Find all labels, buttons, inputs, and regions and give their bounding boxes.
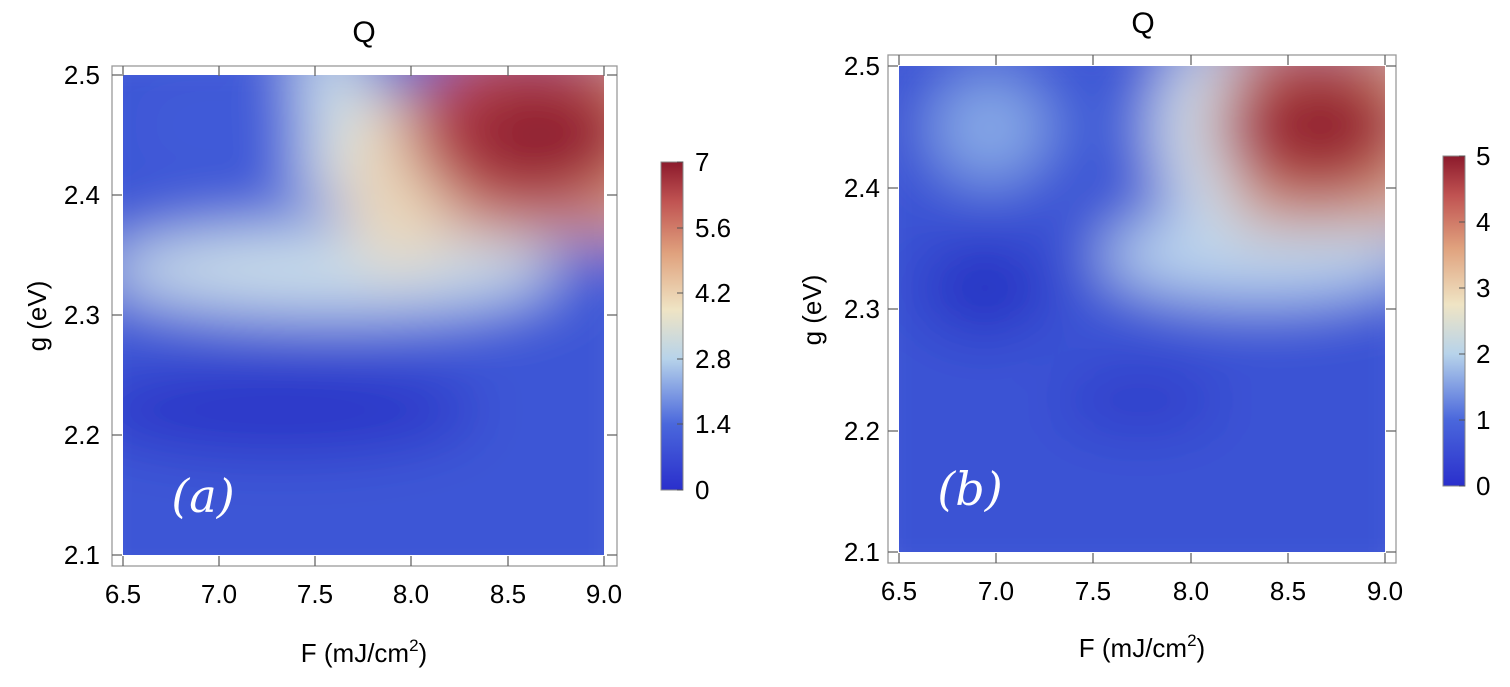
colorbar-a-tick-5: 7 (695, 147, 709, 177)
colorbar-b-tick-0: 0 (1476, 471, 1490, 501)
heatmap-b (899, 66, 1385, 552)
x-tick-a-2: 7.5 (297, 579, 333, 609)
colorbar-b-tick-5: 5 (1476, 141, 1490, 171)
colorbar-b-tick-2: 2 (1476, 339, 1490, 369)
x-axis-b: 6.5 7.0 7.5 8.0 8.5 9.0 (881, 55, 1403, 606)
heatmap-b-low-region (920, 243, 1050, 333)
y-tick-a-1: 2.2 (64, 420, 100, 450)
y-tick-a-4: 2.5 (64, 60, 100, 90)
colorbar-b-tick-4: 4 (1476, 207, 1490, 237)
colorbar-a-tick-4: 5.6 (695, 213, 731, 243)
y-tick-b-4: 2.5 (844, 51, 880, 81)
y-axis-a: 2.1 2.2 2.3 2.4 2.5 (64, 60, 617, 570)
colorbar-a-gradient (661, 162, 683, 490)
x-tick-b-0: 6.5 (881, 576, 917, 606)
y-tick-a-2: 2.3 (64, 300, 100, 330)
panel-label-b: (b) (937, 462, 1002, 516)
x-tick-b-1: 7.0 (978, 576, 1014, 606)
y-tick-a-0: 2.1 (64, 540, 100, 570)
heatmap-a-low-region (123, 365, 480, 455)
y-tick-a-3: 2.4 (64, 180, 100, 210)
x-tick-a-3: 8.0 (393, 579, 429, 609)
colorbar-a-tick-2: 2.8 (695, 344, 731, 374)
x-tick-b-4: 8.5 (1270, 576, 1306, 606)
y-tick-b-3: 2.4 (844, 173, 880, 203)
colorbar-a-tick-3: 4.2 (695, 278, 731, 308)
x-tick-b-2: 7.5 (1075, 576, 1111, 606)
heatmap-a-peak (465, 90, 604, 180)
colorbar-b-gradient (1443, 156, 1465, 486)
colorbar-b-tick-3: 3 (1476, 273, 1490, 303)
y-axis-b: 2.1 2.2 2.3 2.4 2.5 (844, 51, 1396, 567)
colorbar-b: 0 1 2 3 4 5 (1442, 141, 1490, 501)
colorbar-a-tick-1: 1.4 (695, 409, 731, 439)
heatmap-b-peak (1262, 85, 1382, 165)
x-axis-label-a: F (mJ/cm2) (301, 636, 427, 668)
x-tick-b-3: 8.0 (1173, 576, 1209, 606)
y-axis-label-b: g (eV) (797, 275, 827, 346)
colorbar-a: 0 1.4 2.8 4.2 5.6 7 (660, 147, 731, 505)
y-tick-b-2: 2.3 (844, 294, 880, 324)
heatmap-a (123, 75, 604, 555)
x-tick-a-4: 8.5 (490, 579, 526, 609)
y-axis-label-a: g (eV) (22, 281, 52, 352)
panel-label-a: (a) (171, 469, 234, 523)
title-b: Q (1131, 7, 1154, 40)
x-axis-a: 6.5 7.0 7.5 8.0 8.5 9.0 (105, 66, 622, 609)
panel-a: Q (22, 16, 731, 668)
colorbar-b-tick-1: 1 (1476, 405, 1490, 435)
title-a: Q (352, 16, 375, 49)
x-axis-label-b: F (mJ/cm2) (1079, 631, 1205, 663)
panel-b: Q (797, 7, 1490, 663)
x-tick-b-5: 9.0 (1367, 576, 1403, 606)
x-tick-a-0: 6.5 (105, 579, 141, 609)
y-tick-b-0: 2.1 (844, 537, 880, 567)
colorbar-a-tick-0: 0 (695, 475, 709, 505)
x-tick-a-1: 7.0 (201, 579, 237, 609)
x-tick-a-5: 9.0 (586, 579, 622, 609)
y-tick-b-1: 2.2 (844, 416, 880, 446)
plot-frame-a (111, 65, 618, 567)
